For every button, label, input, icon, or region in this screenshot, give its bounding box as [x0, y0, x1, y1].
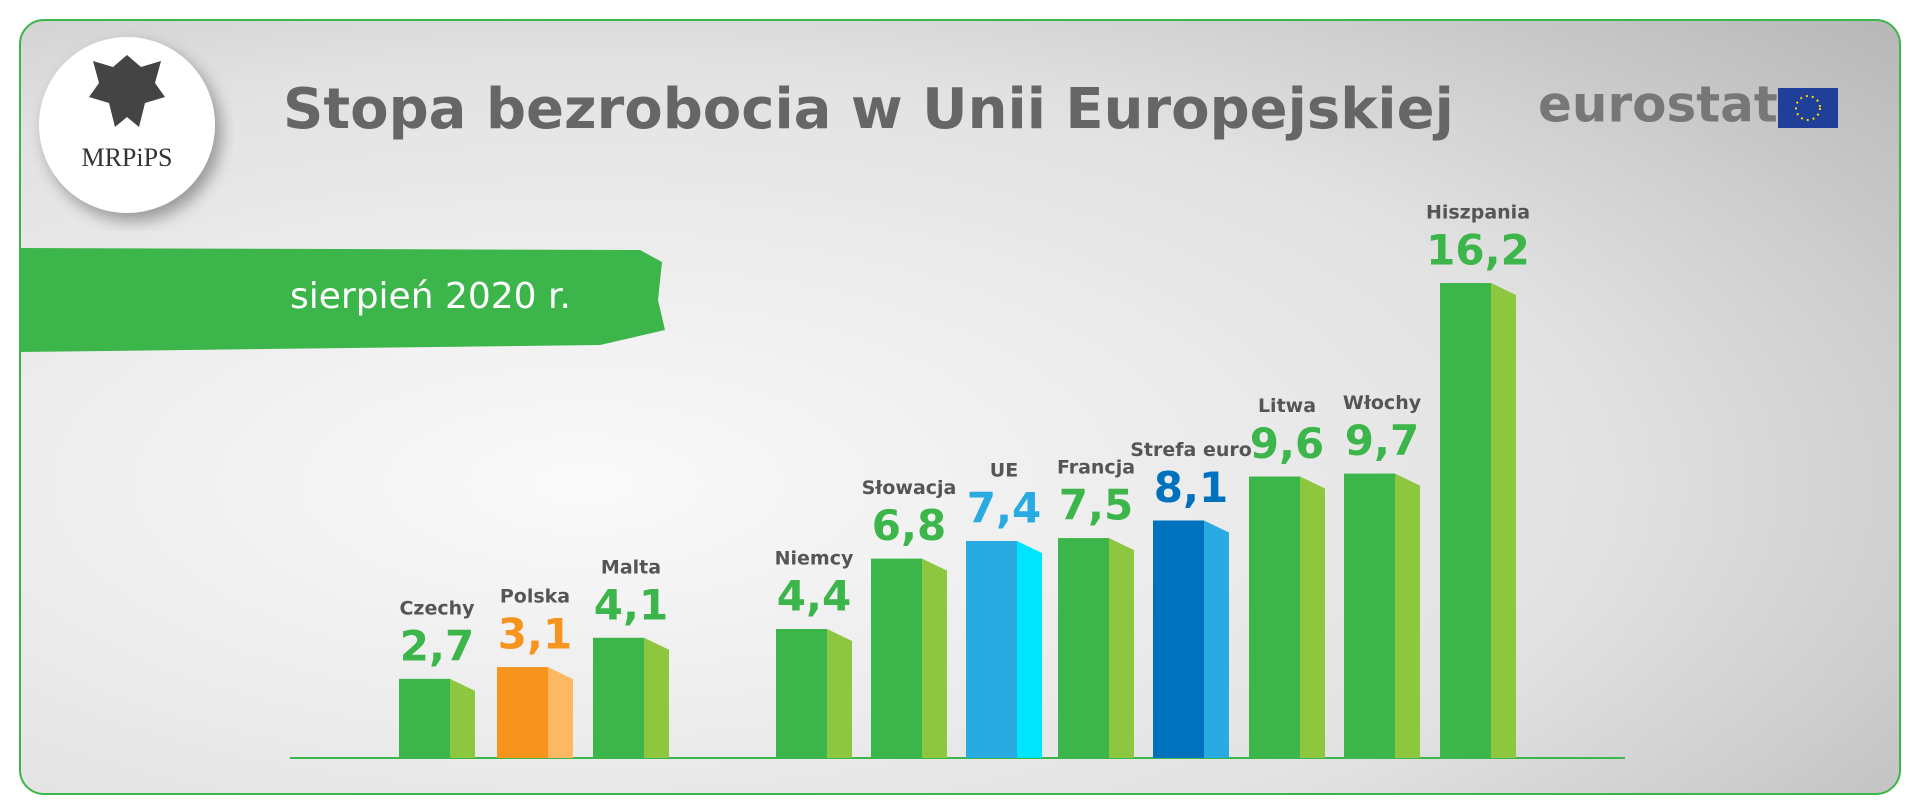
category-label: Niemcy	[775, 547, 854, 569]
bar-side	[827, 628, 852, 758]
eagle-icon	[89, 55, 165, 127]
bar-side	[1017, 541, 1042, 758]
value-label: 7,5	[1059, 481, 1133, 530]
value-label: 9,7	[1345, 416, 1419, 465]
eu-stars	[1795, 95, 1821, 121]
logo-circle	[39, 37, 215, 213]
category-label: Polska	[500, 586, 570, 608]
value-label: 8,1	[1154, 463, 1228, 512]
category-label: Słowacja	[862, 477, 957, 499]
category-label: Strefa euro	[1130, 439, 1252, 461]
bar	[776, 628, 827, 758]
bar	[1344, 473, 1395, 758]
bar	[1058, 538, 1109, 758]
bar	[399, 678, 450, 758]
category-label: Hiszpania	[1426, 202, 1530, 224]
chart-title: Stopa bezrobocia w Unii Europejskiej	[283, 77, 1454, 142]
bar	[497, 667, 548, 758]
value-label: 3,1	[498, 610, 572, 659]
bar	[871, 558, 922, 758]
bar-side	[1109, 538, 1134, 758]
value-label: 7,4	[967, 484, 1041, 533]
logo-text: MRPiPS	[81, 143, 172, 172]
subtitle-banner	[20, 248, 665, 352]
value-label: 16,2	[1426, 226, 1530, 275]
bar-side	[1204, 520, 1229, 758]
bar	[966, 541, 1017, 758]
source-logo: eurostat	[1538, 76, 1778, 134]
value-label: 4,1	[594, 580, 668, 629]
frame	[19, 19, 1901, 795]
category-label: Francja	[1057, 457, 1135, 479]
value-label: 2,7	[400, 621, 474, 670]
bar-side	[1300, 476, 1325, 758]
value-label: 9,6	[1250, 419, 1324, 468]
category-label: Czechy	[399, 597, 475, 619]
bar-side	[450, 678, 475, 758]
category-label: Włochy	[1343, 392, 1422, 414]
bar-side	[1491, 283, 1516, 758]
subtitle: sierpień 2020 r.	[290, 276, 571, 317]
bar-side	[644, 637, 669, 758]
bar	[1249, 476, 1300, 758]
bar-side	[1395, 473, 1420, 758]
bar-side	[548, 667, 573, 758]
bar	[593, 637, 644, 758]
value-label: 4,4	[777, 571, 851, 620]
category-label: Litwa	[1258, 395, 1316, 417]
bar	[1440, 283, 1491, 758]
bar-side	[922, 558, 947, 758]
category-label: UE	[990, 460, 1018, 482]
category-label: Malta	[601, 556, 661, 578]
bar	[1153, 520, 1204, 758]
eu-flag	[1778, 88, 1838, 128]
value-label: 6,8	[872, 501, 946, 550]
